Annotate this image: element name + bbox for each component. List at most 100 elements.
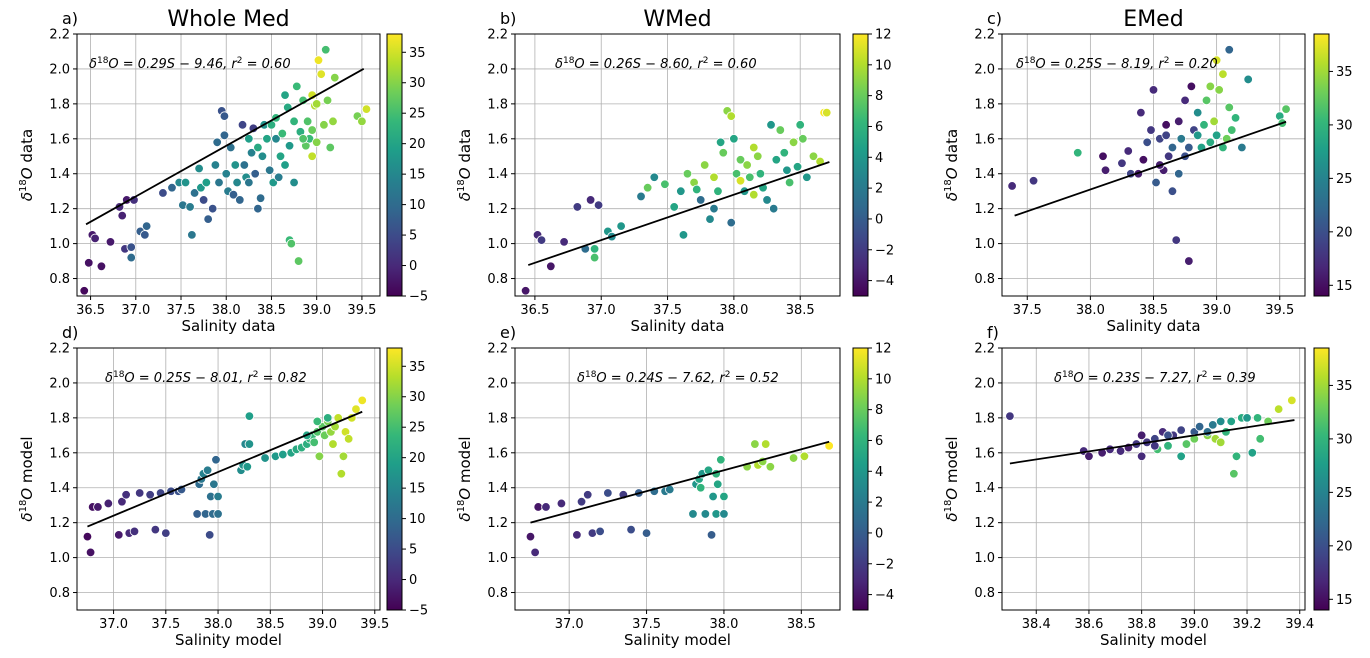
eq-body: O = 0.24S − 7.62, bbox=[596, 371, 719, 386]
data-point bbox=[546, 261, 556, 272]
colorbar-tick-label: 35 bbox=[1336, 379, 1353, 394]
y-tick-label: 1.6 bbox=[49, 446, 70, 461]
data-point bbox=[603, 488, 613, 498]
y-label-o: O bbox=[943, 488, 961, 500]
data-point bbox=[788, 137, 799, 147]
eq-r-value: = 0.60 bbox=[708, 57, 756, 72]
data-point bbox=[1174, 116, 1184, 127]
colorbar-frame bbox=[1313, 33, 1330, 297]
data-point bbox=[255, 193, 266, 203]
y-tick-label: 1.4 bbox=[974, 167, 995, 182]
data-point bbox=[280, 160, 290, 170]
data-point bbox=[203, 214, 213, 224]
data-point bbox=[302, 116, 313, 127]
fit-equation: δ18O = 0.25S − 8.01, r2 = 0.82 bbox=[105, 370, 307, 386]
data-point bbox=[802, 172, 812, 182]
data-point bbox=[194, 163, 204, 174]
data-point bbox=[278, 449, 288, 460]
y-tick-label: 2.2 bbox=[487, 28, 508, 43]
colorbar-tick-label: 12 bbox=[875, 28, 892, 43]
y-tick-label: 1.8 bbox=[974, 411, 995, 426]
data-point bbox=[90, 233, 100, 244]
panel-title: WMed bbox=[643, 7, 711, 32]
data-point bbox=[1073, 148, 1083, 158]
data-point bbox=[213, 491, 223, 502]
data-point bbox=[114, 530, 124, 540]
x-tick-label: 37.5 bbox=[151, 617, 180, 632]
colorbar-tick-label: 2 bbox=[875, 182, 883, 197]
data-point bbox=[213, 509, 223, 519]
data-point bbox=[214, 177, 224, 188]
colorbar-tick-label: −2 bbox=[875, 243, 894, 258]
data-point bbox=[289, 177, 299, 188]
eq-sup: 18 bbox=[1024, 56, 1036, 66]
data-point bbox=[271, 134, 281, 144]
data-point bbox=[1199, 120, 1209, 130]
y-tick-label: 1.6 bbox=[487, 132, 508, 147]
fit-equation: δ18O = 0.29S − 9.46, r2 = 0.60 bbox=[89, 56, 291, 72]
data-point bbox=[141, 221, 152, 231]
panel-letter: f) bbox=[987, 323, 999, 342]
panel-letter: e) bbox=[500, 323, 516, 342]
x-tick-label: 37.0 bbox=[555, 617, 584, 632]
data-point bbox=[1028, 176, 1039, 186]
data-point bbox=[1136, 430, 1147, 441]
x-axis-label: Salinity data bbox=[181, 317, 275, 335]
y-label-main: O data bbox=[456, 129, 474, 179]
data-point bbox=[706, 530, 717, 540]
panel-letter: a) bbox=[62, 9, 78, 28]
data-point bbox=[766, 120, 776, 130]
data-point bbox=[145, 490, 155, 500]
data-point bbox=[824, 441, 834, 451]
data-point bbox=[117, 497, 127, 507]
x-axis-label: Salinity model bbox=[175, 631, 282, 649]
data-point bbox=[572, 202, 583, 212]
plot-frame bbox=[514, 347, 841, 611]
data-point bbox=[1163, 441, 1173, 451]
data-point bbox=[678, 230, 689, 240]
data-point bbox=[292, 81, 302, 92]
data-point bbox=[1201, 95, 1212, 106]
data-point bbox=[187, 230, 197, 240]
data-point bbox=[765, 462, 776, 472]
data-point bbox=[79, 286, 89, 296]
y-tick-label: 0.8 bbox=[974, 586, 995, 601]
data-point bbox=[587, 528, 598, 538]
data-point bbox=[1243, 74, 1253, 85]
data-point bbox=[228, 189, 239, 200]
data-point bbox=[784, 177, 795, 188]
data-point bbox=[1205, 137, 1216, 147]
scatter-points bbox=[1005, 395, 1297, 479]
eq-sup: 18 bbox=[113, 370, 125, 380]
data-point bbox=[718, 148, 728, 158]
data-point bbox=[642, 183, 653, 193]
fit-equation: δ18O = 0.23S − 7.27, r2 = 0.39 bbox=[1054, 370, 1256, 386]
data-point bbox=[1208, 420, 1218, 430]
data-point bbox=[726, 217, 736, 228]
scatter-points bbox=[79, 45, 372, 296]
data-point bbox=[158, 188, 168, 198]
x-tick-label: 37.5 bbox=[167, 303, 196, 318]
y-axis-label: δ18O model bbox=[18, 436, 36, 521]
x-tick-label: 36.5 bbox=[520, 303, 549, 318]
y-label-o: O bbox=[456, 167, 474, 179]
panel-letter: b) bbox=[500, 9, 516, 28]
colorbar-gradient bbox=[853, 34, 868, 296]
colorbar-tick-label: 30 bbox=[409, 390, 426, 405]
data-point bbox=[253, 203, 263, 214]
data-point bbox=[96, 261, 107, 272]
eq-sup: 18 bbox=[1062, 370, 1074, 380]
data-point bbox=[212, 137, 222, 147]
colorbar-tick-label: 25 bbox=[1336, 172, 1353, 187]
data-point bbox=[779, 148, 789, 158]
data-point bbox=[556, 498, 567, 509]
y-label-word: data bbox=[456, 129, 474, 168]
data-point bbox=[713, 479, 723, 489]
grid bbox=[1002, 347, 1305, 610]
eq-body: O = 0.23S − 7.27, bbox=[1073, 371, 1196, 386]
data-point bbox=[322, 95, 333, 106]
data-point bbox=[660, 179, 670, 189]
data-point bbox=[1151, 177, 1161, 188]
y-tick-label: 1.8 bbox=[487, 97, 508, 112]
y-label-sup: 18 bbox=[456, 179, 467, 192]
